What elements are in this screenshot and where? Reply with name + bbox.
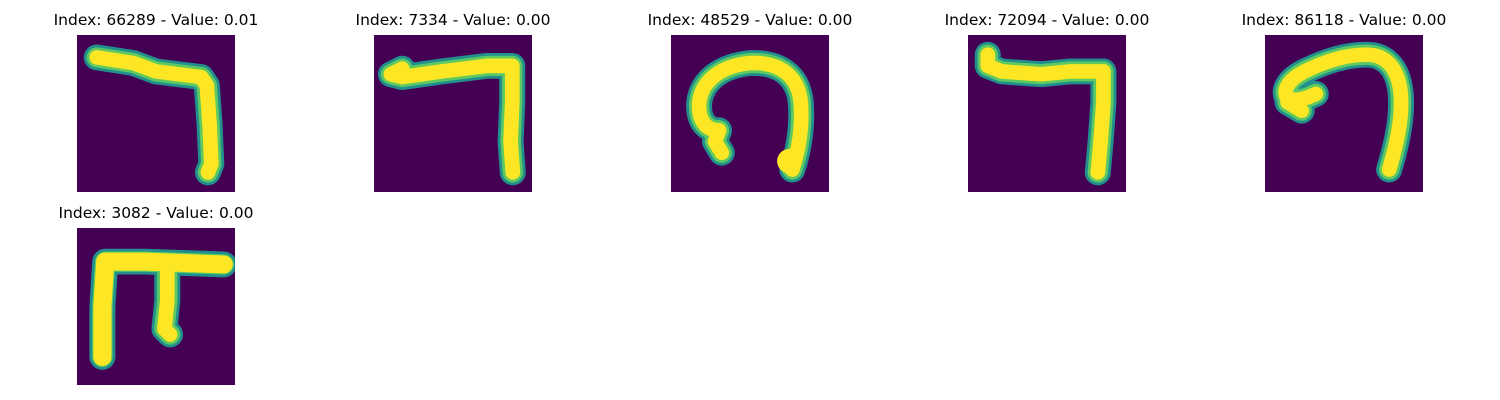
digit-image [77,35,235,192]
panel-title: Index: 72094 - Value: 0.00 [944,11,1150,29]
digit-image [77,228,235,385]
digit-image [671,35,829,192]
panel-title: Index: 3082 - Value: 0.00 [58,204,254,222]
digit-image [968,35,1126,192]
image-panel: Index: 72094 - Value: 0.00 [927,0,1167,192]
image-panel: Index: 86118 - Value: 0.00 [1224,0,1464,192]
digit-image [374,35,532,192]
panel-title: Index: 7334 - Value: 0.00 [355,11,551,29]
image-panel: Index: 3082 - Value: 0.00 [36,193,276,385]
image-panel: Index: 7334 - Value: 0.00 [333,0,573,192]
panel-title: Index: 86118 - Value: 0.00 [1241,11,1447,29]
digit-image [1265,35,1423,192]
image-panel: Index: 48529 - Value: 0.00 [630,0,870,192]
panel-title: Index: 66289 - Value: 0.01 [53,11,259,29]
image-panel: Index: 66289 - Value: 0.01 [36,0,276,192]
panel-title: Index: 48529 - Value: 0.00 [647,11,853,29]
